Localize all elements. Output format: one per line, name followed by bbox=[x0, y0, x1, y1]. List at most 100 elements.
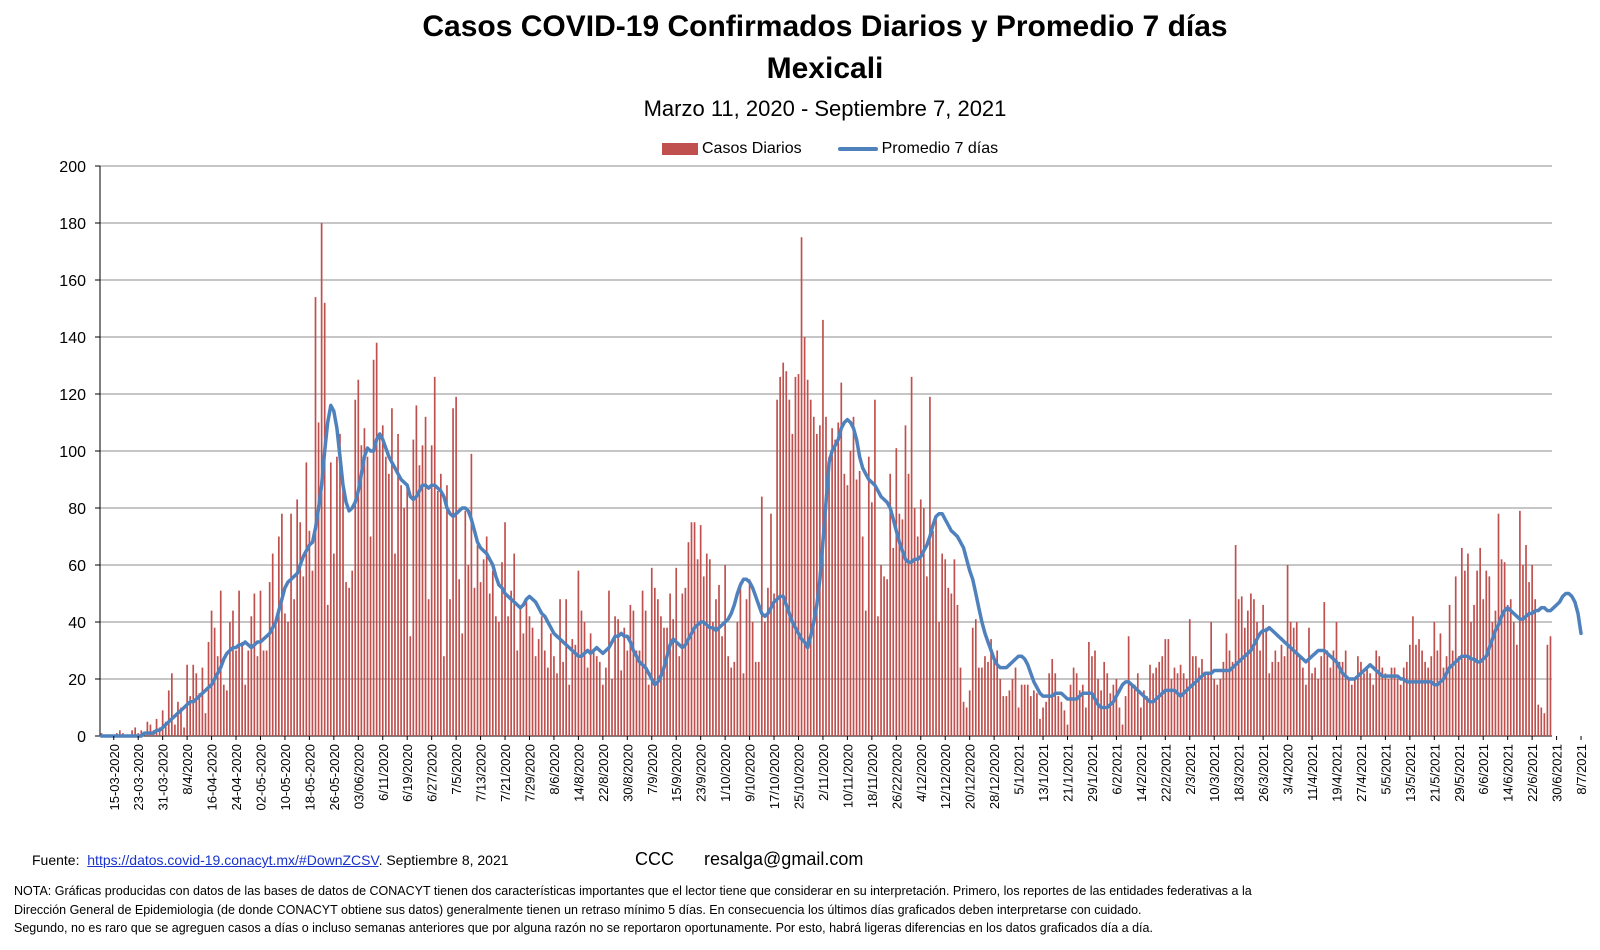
bar bbox=[449, 599, 451, 736]
bar bbox=[1033, 690, 1035, 736]
bar bbox=[812, 416, 815, 736]
bar bbox=[1305, 684, 1307, 736]
bar bbox=[574, 644, 577, 736]
bar bbox=[1433, 622, 1436, 736]
bar bbox=[1531, 565, 1533, 736]
footer-source: Fuente: https://datos.covid-19.conacyt.m… bbox=[32, 852, 509, 868]
bar bbox=[944, 559, 947, 736]
average-line bbox=[99, 403, 1583, 738]
bar bbox=[222, 684, 225, 736]
bar bbox=[458, 579, 461, 736]
bar bbox=[1054, 673, 1057, 736]
bar bbox=[543, 650, 546, 736]
bar bbox=[1103, 661, 1106, 736]
bar bbox=[287, 622, 289, 736]
bar bbox=[754, 661, 757, 736]
bar bbox=[730, 667, 733, 736]
bar bbox=[727, 656, 730, 736]
bar bbox=[1176, 673, 1179, 736]
x-tick-label: 2/3/2021 bbox=[1183, 744, 1198, 795]
bar bbox=[1097, 679, 1099, 736]
bar bbox=[611, 679, 613, 736]
bar bbox=[1512, 622, 1515, 736]
bar bbox=[1048, 673, 1050, 736]
bar bbox=[186, 664, 188, 736]
bar bbox=[391, 408, 393, 736]
bar bbox=[372, 359, 375, 736]
x-tick-label: 4/12/2020 bbox=[914, 744, 929, 802]
bar bbox=[1069, 684, 1072, 736]
bar bbox=[1185, 679, 1188, 736]
x-tick-label: 22/8/2020 bbox=[596, 744, 611, 802]
bar bbox=[947, 587, 950, 736]
bar bbox=[488, 593, 491, 736]
bar bbox=[1265, 627, 1268, 736]
bar bbox=[1522, 565, 1524, 736]
bar bbox=[605, 667, 607, 736]
bar bbox=[815, 433, 818, 736]
bar bbox=[1140, 707, 1142, 736]
bar bbox=[1078, 690, 1081, 736]
bar bbox=[1546, 644, 1549, 736]
bar bbox=[1026, 684, 1029, 736]
bar bbox=[1115, 679, 1118, 736]
source-link[interactable]: https://datos.covid-19.conacyt.mx/#DownZ… bbox=[87, 852, 379, 868]
bar bbox=[785, 371, 788, 736]
x-tick-label: 7/21/2020 bbox=[498, 744, 513, 802]
bar bbox=[782, 362, 785, 736]
bar bbox=[1170, 679, 1173, 736]
bar bbox=[1439, 633, 1442, 736]
bar bbox=[592, 650, 595, 736]
bar bbox=[140, 730, 143, 736]
bar bbox=[748, 579, 751, 736]
x-tick-label: 3/4/2020 bbox=[1281, 744, 1296, 795]
bar bbox=[1201, 659, 1203, 736]
bar bbox=[1405, 661, 1408, 736]
bar bbox=[913, 508, 916, 736]
bar bbox=[721, 636, 723, 736]
bar bbox=[724, 565, 726, 736]
bar bbox=[1372, 684, 1375, 736]
bar bbox=[415, 405, 418, 736]
bar bbox=[696, 559, 699, 736]
bar bbox=[580, 610, 583, 736]
bar bbox=[1436, 650, 1439, 736]
x-tick-label: 21/1/2021 bbox=[1061, 744, 1076, 802]
bar bbox=[1247, 610, 1249, 736]
bar bbox=[1509, 599, 1512, 736]
bar bbox=[1106, 673, 1109, 736]
bar bbox=[757, 661, 760, 736]
bar bbox=[837, 422, 840, 736]
bar bbox=[1225, 633, 1228, 736]
x-tick-label: 5/1/2021 bbox=[1012, 744, 1027, 795]
bar bbox=[1228, 650, 1231, 736]
bar bbox=[1467, 553, 1469, 736]
bar bbox=[1347, 679, 1350, 736]
y-tick-label: 100 bbox=[59, 444, 86, 461]
bar bbox=[1029, 696, 1032, 736]
bar bbox=[904, 425, 907, 736]
bar bbox=[608, 590, 610, 736]
bar bbox=[446, 485, 448, 736]
bar bbox=[965, 707, 968, 736]
bar bbox=[1081, 684, 1084, 736]
x-tick-label: 7/9/2020 bbox=[645, 744, 660, 795]
bar bbox=[956, 604, 959, 736]
bar bbox=[1066, 724, 1069, 736]
bar bbox=[1525, 545, 1527, 736]
bar bbox=[1424, 661, 1426, 736]
bar bbox=[953, 559, 956, 736]
bar bbox=[867, 456, 870, 736]
bar bbox=[1482, 599, 1485, 736]
x-tick-label: 27/4/2021 bbox=[1354, 744, 1369, 802]
bar bbox=[880, 565, 882, 736]
bar bbox=[663, 627, 665, 736]
bar bbox=[146, 721, 149, 736]
bar bbox=[311, 570, 314, 736]
bar bbox=[843, 473, 846, 736]
bar bbox=[1036, 693, 1038, 736]
bar bbox=[1534, 599, 1537, 736]
footer-credit: CCC bbox=[635, 849, 674, 869]
bar bbox=[525, 599, 528, 736]
bar bbox=[849, 451, 852, 736]
